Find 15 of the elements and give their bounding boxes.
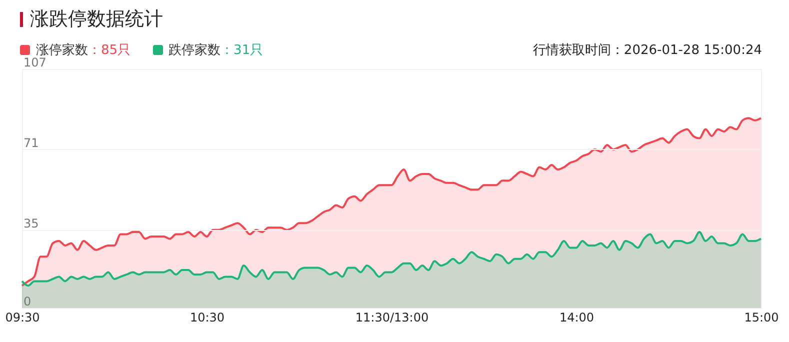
x-tick-label: 10:30 xyxy=(190,310,225,324)
y-tick-label: 107 xyxy=(24,56,46,70)
text: ：31只 xyxy=(220,42,264,59)
x-tick-label: 09:30 xyxy=(5,310,40,324)
legend-label: 涨停家数 xyxy=(36,42,88,58)
x-tick-label: 14:00 xyxy=(559,310,594,324)
x-tick-label: 15:00 xyxy=(744,310,779,324)
x-tick-label: 11:30/13:00 xyxy=(355,310,429,324)
chart-title: 涨跌停数据统计 xyxy=(30,7,163,32)
text: 行情获取时间：2026-01-28 15:00:24 xyxy=(532,42,762,59)
y-tick-label: 35 xyxy=(24,216,39,230)
legend-label: 跌停家数 xyxy=(168,42,221,59)
y-tick-label: 71 xyxy=(24,136,39,150)
text: ：85只 xyxy=(88,42,131,59)
y-tick-label: 0 xyxy=(24,294,32,308)
